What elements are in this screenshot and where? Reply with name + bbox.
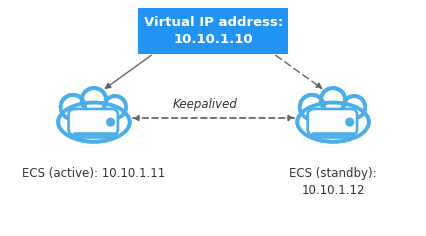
FancyBboxPatch shape [296,102,368,142]
Circle shape [344,118,354,127]
Ellipse shape [296,102,368,142]
FancyBboxPatch shape [69,109,118,135]
Ellipse shape [105,98,124,117]
FancyBboxPatch shape [138,8,288,54]
Ellipse shape [58,102,130,142]
Ellipse shape [344,98,363,117]
Text: Keepalived: Keepalived [173,98,237,111]
Ellipse shape [320,88,345,113]
Ellipse shape [81,88,106,113]
Text: ECS (standby):
10.10.1.12: ECS (standby): 10.10.1.12 [288,167,376,197]
Ellipse shape [104,96,126,118]
Ellipse shape [83,90,104,111]
FancyBboxPatch shape [58,102,130,142]
Ellipse shape [62,97,83,118]
Text: Virtual IP address:
10.10.1.10: Virtual IP address: 10.10.1.10 [144,16,282,46]
Circle shape [106,118,115,127]
Ellipse shape [301,97,322,118]
Ellipse shape [60,95,85,119]
Ellipse shape [342,96,364,118]
Ellipse shape [322,90,343,111]
FancyBboxPatch shape [307,109,356,135]
Ellipse shape [299,95,323,119]
Text: ECS (active): 10.10.1.11: ECS (active): 10.10.1.11 [22,167,165,180]
